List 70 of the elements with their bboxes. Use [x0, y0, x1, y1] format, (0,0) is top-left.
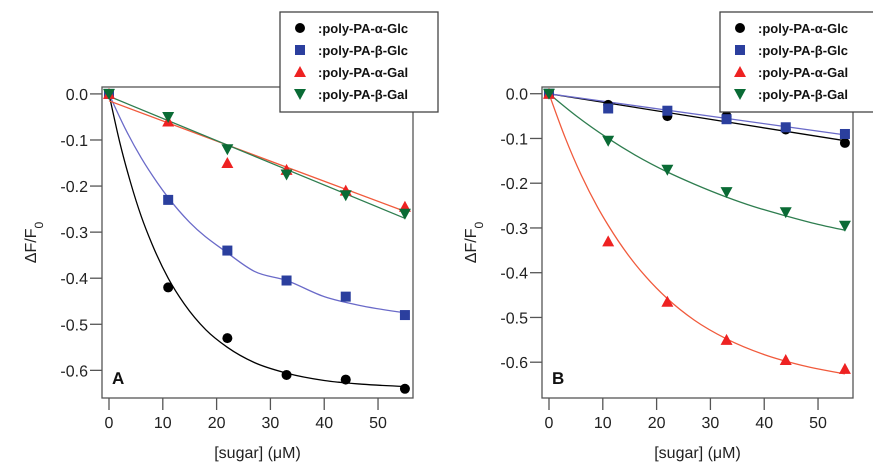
point: [780, 122, 791, 132]
point: [398, 208, 411, 220]
point: [720, 187, 733, 198]
x-tick-label: 30: [702, 415, 720, 432]
point: [838, 362, 851, 374]
point: [280, 170, 293, 181]
x-tick-label: 40: [315, 415, 334, 432]
point: [340, 190, 352, 202]
point: [282, 370, 292, 380]
y-tick-label: -0.4: [500, 266, 528, 283]
point: [282, 276, 292, 286]
point: [340, 374, 351, 385]
x-tick-label: 50: [369, 415, 388, 432]
y-tick-label: -0.1: [500, 131, 528, 148]
point: [222, 246, 232, 256]
x-axis-title: [sugar] (μM): [214, 445, 301, 462]
annotation: B: [552, 369, 564, 388]
point: [162, 112, 174, 123]
point: [602, 136, 614, 147]
point: [720, 334, 733, 345]
y-tick-label: -0.5: [60, 317, 88, 334]
point: [602, 235, 614, 246]
y-tick-label: 0.0: [506, 86, 528, 104]
legend-label: :poly-PA-β-Glc: [758, 43, 848, 58]
y-tick-label: -0.3: [500, 220, 528, 238]
legend-label: :poly-PA-α-Gal: [758, 65, 848, 80]
point: [221, 144, 234, 156]
point: [780, 354, 792, 365]
x-tick-label: 0: [104, 415, 114, 432]
point: [780, 207, 792, 218]
point: [661, 296, 674, 307]
y-tick-label: -0.6: [60, 363, 88, 380]
y-tick-label: -0.3: [60, 225, 88, 242]
y-tick-label: -0.6: [500, 355, 528, 372]
point: [222, 333, 232, 344]
y-tick-label: -0.1: [60, 132, 88, 150]
legend-label: :poly-PA-β-Gal: [758, 87, 848, 102]
y-tick-label: -0.4: [60, 271, 88, 288]
x-tick-label: 50: [809, 415, 828, 432]
x-axis-title: [sugar] (μM): [654, 445, 741, 462]
x-tick-label: 20: [648, 415, 666, 432]
x-tick-label: 0: [544, 415, 554, 432]
annotation: A: [112, 369, 124, 388]
point: [840, 138, 850, 148]
y-tick-label: -0.5: [500, 310, 528, 328]
legend-label: :poly-PA-α-Glc: [758, 21, 848, 36]
point: [662, 106, 672, 116]
legend-label: :poly-PA-α-Gal: [318, 65, 408, 80]
x-tick-label: 40: [755, 415, 774, 432]
point: [838, 220, 851, 232]
point: [163, 282, 174, 292]
legend-label: :poly-PA-β-Glc: [318, 43, 408, 58]
point: [400, 384, 410, 394]
point: [840, 128, 850, 139]
point: [340, 292, 351, 302]
x-tick-label: 10: [594, 415, 612, 432]
x-tick-label: 10: [154, 415, 172, 432]
point: [221, 157, 234, 168]
point: [603, 103, 614, 114]
y-tick-label: -0.2: [500, 176, 528, 194]
y-tick-label: 0.0: [66, 86, 88, 104]
point: [661, 164, 674, 176]
y-tick-label: -0.2: [60, 179, 88, 196]
legend-label: :poly-PA-α-Glc: [318, 21, 408, 36]
point: [163, 194, 174, 205]
x-tick-label: 20: [208, 415, 226, 432]
legend-label: :poly-PA-β-Gal: [318, 87, 408, 102]
x-tick-label: 30: [262, 415, 280, 432]
point: [722, 114, 732, 124]
point: [400, 310, 410, 320]
